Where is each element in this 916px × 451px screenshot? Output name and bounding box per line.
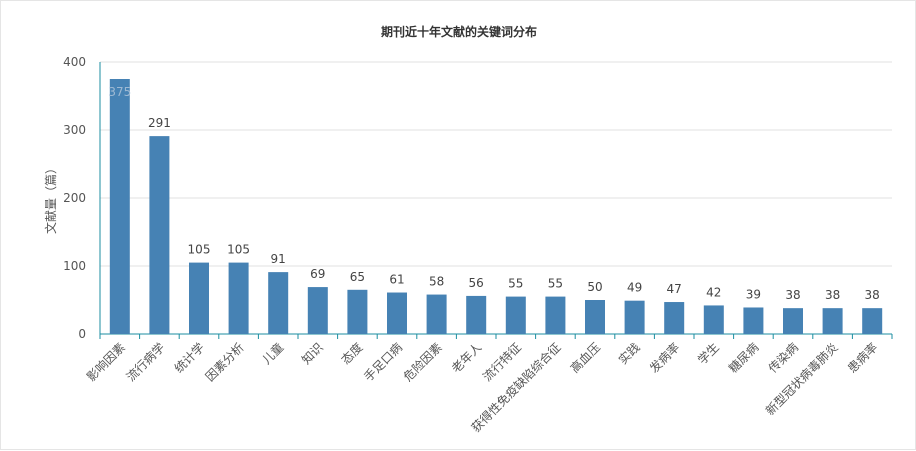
x-tick-label: 高血压 — [567, 340, 603, 376]
bar — [189, 262, 209, 334]
x-tick-label: 儿童 — [259, 340, 287, 368]
bar — [664, 302, 685, 334]
bar — [149, 136, 170, 334]
data-label: 55 — [548, 277, 563, 291]
data-label: 38 — [865, 288, 880, 302]
x-tick-label: 因素分析 — [203, 340, 247, 384]
data-label: 91 — [271, 252, 286, 266]
x-tick-label: 手足口病 — [361, 340, 406, 385]
data-label: 49 — [627, 281, 642, 295]
bar — [703, 305, 724, 334]
x-tick-label: 老年人 — [449, 340, 484, 375]
data-label: 55 — [508, 277, 523, 291]
x-tick-label: 危险因素 — [400, 340, 445, 385]
x-tick-label: 实践 — [615, 340, 643, 368]
bar — [822, 308, 843, 334]
x-tick-label: 影响因素 — [83, 340, 128, 385]
bar — [426, 294, 447, 334]
x-tick-label: 学生 — [694, 340, 722, 368]
x-tick-label: 糖尿病 — [725, 340, 761, 376]
chart-title: 期刊近十年文献的关键词分布 — [380, 25, 537, 39]
y-axis-label: 文献量（篇） — [43, 162, 58, 234]
bar — [862, 308, 883, 334]
data-label: 61 — [389, 273, 404, 287]
data-label: 375 — [108, 85, 131, 99]
y-tick-label: 400 — [63, 55, 86, 69]
x-tick-label: 态度 — [338, 340, 366, 368]
x-tick-label: 发病率 — [646, 340, 682, 376]
data-label: 38 — [785, 288, 800, 302]
data-label: 42 — [706, 285, 721, 299]
data-label: 50 — [587, 280, 602, 294]
bar — [387, 292, 407, 334]
data-label: 39 — [746, 287, 761, 301]
data-label: 291 — [148, 116, 171, 130]
data-label: 65 — [350, 270, 365, 284]
bar — [466, 295, 487, 334]
x-tick-label: 患病率 — [844, 340, 880, 376]
bar — [347, 289, 368, 334]
x-tick-label: 流行病学 — [123, 340, 168, 385]
data-label: 58 — [429, 275, 444, 289]
bar — [585, 300, 605, 334]
x-tick-label: 新型冠状病毒肺炎 — [762, 340, 840, 418]
x-tick-label: 知识 — [299, 340, 326, 367]
x-tick-label: 统计学 — [171, 340, 207, 376]
data-label: 69 — [310, 267, 325, 281]
data-label: 47 — [667, 282, 682, 296]
y-tick-label: 0 — [78, 327, 86, 341]
bar — [624, 300, 645, 334]
bar — [783, 308, 803, 334]
y-tick-label: 200 — [63, 191, 86, 205]
bar — [545, 296, 566, 334]
data-label: 105 — [188, 243, 211, 257]
data-label: 105 — [227, 243, 250, 257]
bar — [228, 262, 249, 334]
bar — [268, 272, 289, 334]
y-tick-label: 300 — [63, 123, 86, 137]
x-tick-label: 传染病 — [765, 340, 801, 376]
data-label: 56 — [469, 276, 484, 290]
bar — [505, 296, 526, 334]
bar — [109, 79, 130, 334]
y-tick-label: 100 — [63, 259, 86, 273]
bar — [743, 307, 764, 334]
bar — [307, 287, 328, 334]
data-label: 38 — [825, 288, 840, 302]
